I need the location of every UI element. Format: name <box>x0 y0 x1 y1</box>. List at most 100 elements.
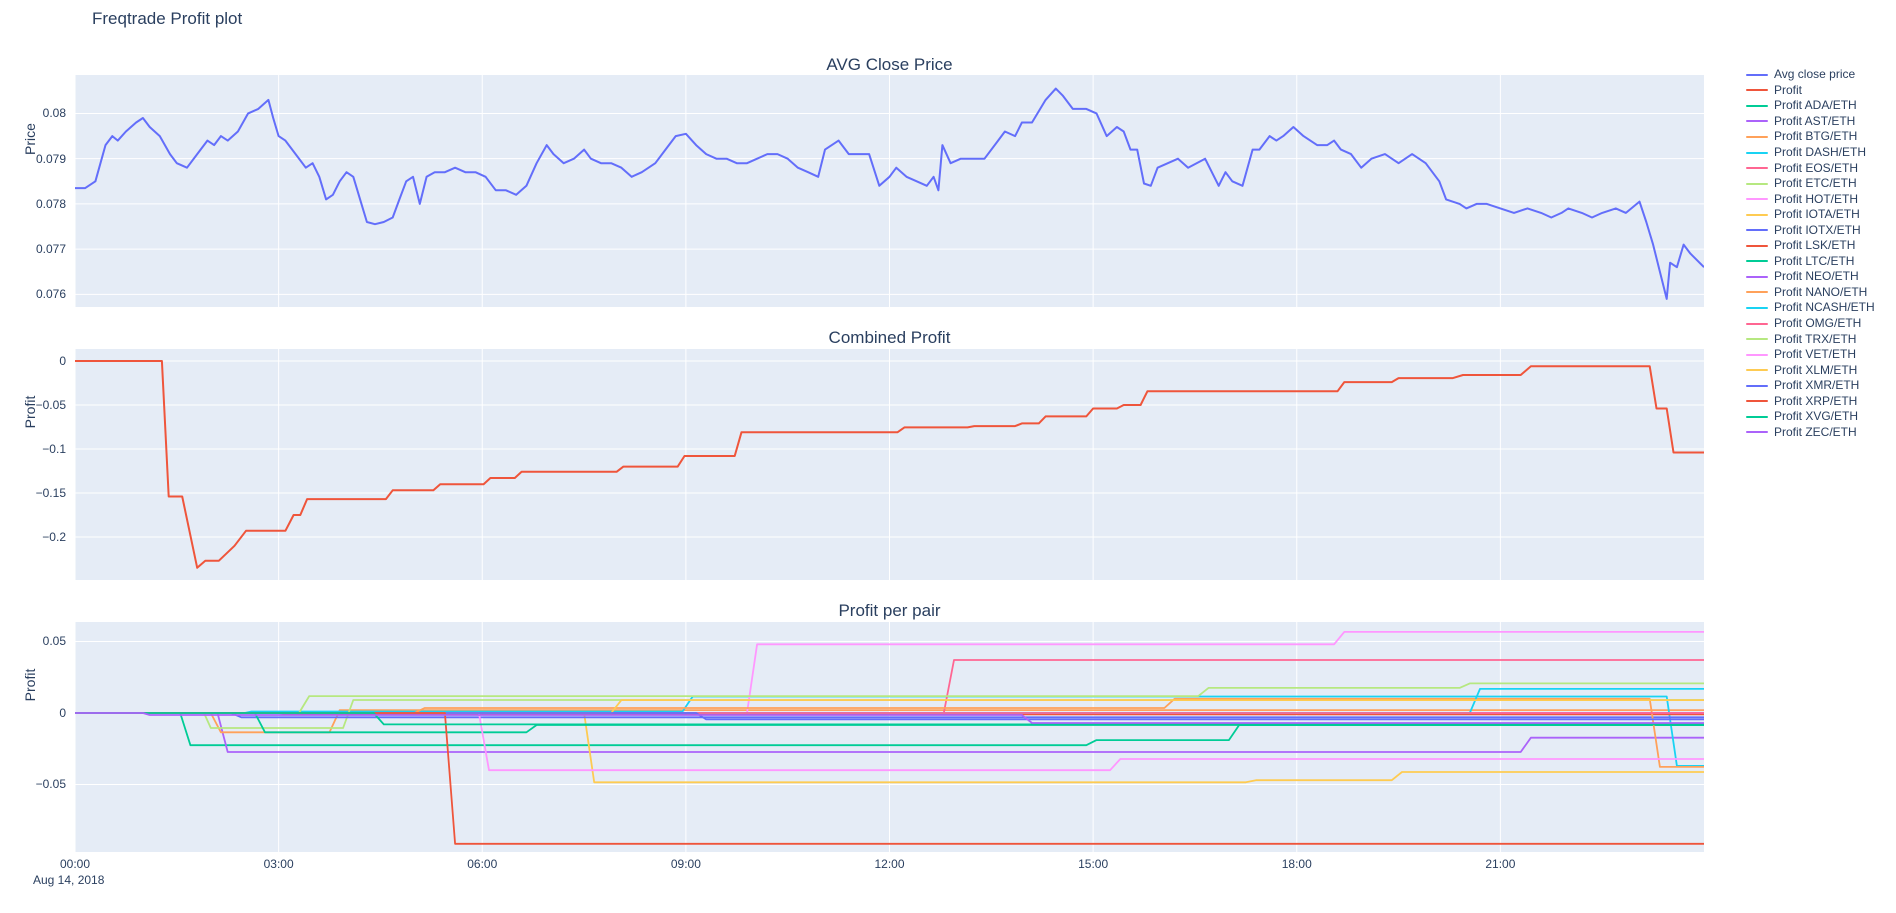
legend-item-profit-xvg-eth[interactable]: Profit XVG/ETH <box>1746 409 1875 425</box>
x-tick-label: 15:00 <box>1078 857 1109 871</box>
legend-item-label: Avg close price <box>1774 67 1856 82</box>
legend-item-profit-xrp-eth[interactable]: Profit XRP/ETH <box>1746 393 1875 409</box>
legend-item-label: Profit XLM/ETH <box>1774 362 1858 377</box>
profit-per-pair-plot[interactable] <box>75 622 1704 852</box>
legend-line-swatch-icon <box>1746 338 1768 341</box>
legend-item-profit-vet-eth[interactable]: Profit VET/ETH <box>1746 347 1875 363</box>
legend-item-profit-neo-eth[interactable]: Profit NEO/ETH <box>1746 269 1875 285</box>
profit-zec-eth-line[interactable] <box>75 712 1704 724</box>
legend-line-swatch-icon <box>1746 291 1768 294</box>
legend-item-profit-trx-eth[interactable]: Profit TRX/ETH <box>1746 331 1875 347</box>
legend-item-profit-omg-eth[interactable]: Profit OMG/ETH <box>1746 316 1875 332</box>
legend-item-label: Profit LTC/ETH <box>1774 253 1855 268</box>
legend-item-profit-etc-eth[interactable]: Profit ETC/ETH <box>1746 176 1875 192</box>
legend-item-label: Profit NEO/ETH <box>1774 269 1859 284</box>
legend-item-label: Profit XMR/ETH <box>1774 378 1860 393</box>
legend-item-label: Profit LSK/ETH <box>1774 238 1856 253</box>
y-axis-title-price: Price <box>22 123 38 155</box>
x-axis-date-label: Aug 14, 2018 <box>33 873 105 887</box>
x-tick-label: 21:00 <box>1485 857 1516 871</box>
legend-item-label: Profit AST/ETH <box>1774 113 1856 128</box>
legend-item-profit-ast-eth[interactable]: Profit AST/ETH <box>1746 114 1875 130</box>
legend-item-profit[interactable]: Profit <box>1746 83 1875 99</box>
subplot-title-avg-close-price: AVG Close Price <box>826 55 953 74</box>
x-tick-label: 00:00 <box>59 857 91 871</box>
legend-line-swatch-icon <box>1746 384 1768 387</box>
legend-item-avg-close-price[interactable]: Avg close price <box>1746 67 1875 83</box>
avg-close-price-plot[interactable] <box>75 75 1704 307</box>
legend-item-profit-eos-eth[interactable]: Profit EOS/ETH <box>1746 160 1875 176</box>
legend-item-label: Profit OMG/ETH <box>1774 316 1862 331</box>
y-tick-label: 0.05 <box>42 634 66 649</box>
legend-line-swatch-icon <box>1746 151 1768 154</box>
legend-item-profit-dash-eth[interactable]: Profit DASH/ETH <box>1746 145 1875 161</box>
legend-line-swatch-icon <box>1746 135 1768 138</box>
legend-item-profit-btg-eth[interactable]: Profit BTG/ETH <box>1746 129 1875 145</box>
profit-ada-eth-line[interactable] <box>75 712 1704 747</box>
y-tick-label: −0.15 <box>35 485 66 500</box>
legend-item-label: Profit ETC/ETH <box>1774 176 1857 191</box>
y-tick-label: 0.08 <box>42 106 66 121</box>
legend-item-label: Profit IOTA/ETH <box>1774 207 1860 222</box>
legend-item-profit-nano-eth[interactable]: Profit NANO/ETH <box>1746 285 1875 301</box>
x-tick-label: 06:00 <box>467 857 498 871</box>
profit-trx-eth-line[interactable] <box>75 682 1704 714</box>
legend-item-label: Profit NCASH/ETH <box>1774 300 1875 315</box>
legend-item-profit-lsk-eth[interactable]: Profit LSK/ETH <box>1746 238 1875 254</box>
legend-item-profit-xlm-eth[interactable]: Profit XLM/ETH <box>1746 362 1875 378</box>
subplot-title-combined-profit: Combined Profit <box>828 328 951 347</box>
legend-line-swatch-icon <box>1746 400 1768 403</box>
legend-line-swatch-icon <box>1746 104 1768 107</box>
legend-item-label: Profit VET/ETH <box>1774 347 1857 362</box>
legend-line-swatch-icon <box>1746 260 1768 263</box>
y-tick-label: 0 <box>59 705 66 720</box>
legend-item-profit-zec-eth[interactable]: Profit ZEC/ETH <box>1746 425 1875 441</box>
combined-profit-plot[interactable] <box>75 349 1704 580</box>
y-tick-label: −0.1 <box>42 441 66 456</box>
legend-line-swatch-icon <box>1746 322 1768 325</box>
y-tick-label: −0.05 <box>35 777 66 792</box>
legend-item-label: Profit HOT/ETH <box>1774 191 1859 206</box>
legend-line-swatch-icon <box>1746 431 1768 434</box>
legend-item-label: Profit ADA/ETH <box>1774 98 1857 113</box>
legend-item-label: Profit TRX/ETH <box>1774 331 1857 346</box>
page-title: Freqtrade Profit plot <box>92 9 243 28</box>
x-tick-label: 18:00 <box>1281 857 1312 871</box>
y-tick-label: 0.076 <box>35 287 66 302</box>
y-tick-label: 0 <box>59 353 66 368</box>
legend-line-swatch-icon <box>1746 73 1768 76</box>
legend-item-label: Profit IOTX/ETH <box>1774 222 1861 237</box>
x-tick-label: 03:00 <box>263 857 294 871</box>
legend-line-swatch-icon <box>1746 213 1768 216</box>
y-tick-label: −0.2 <box>42 529 66 544</box>
y-tick-label: 0.077 <box>35 242 66 257</box>
y-tick-label: −0.05 <box>35 397 66 412</box>
legend-item-profit-iotx-eth[interactable]: Profit IOTX/ETH <box>1746 222 1875 238</box>
legend-item-profit-iota-eth[interactable]: Profit IOTA/ETH <box>1746 207 1875 223</box>
legend-line-swatch-icon <box>1746 353 1768 356</box>
legend-item-label: Profit EOS/ETH <box>1774 160 1859 175</box>
avg-close-price-line[interactable] <box>75 87 1704 300</box>
legend-line-swatch-icon <box>1746 198 1768 201</box>
legend-item-label: Profit DASH/ETH <box>1774 145 1867 159</box>
legend-item-label: Profit NANO/ETH <box>1774 284 1868 299</box>
legend-line-swatch-icon <box>1746 120 1768 123</box>
legend-item-profit-hot-eth[interactable]: Profit HOT/ETH <box>1746 191 1875 207</box>
legend-item-profit-ltc-eth[interactable]: Profit LTC/ETH <box>1746 254 1875 270</box>
legend-line-swatch-icon <box>1746 369 1768 372</box>
y-tick-label: 0.079 <box>35 151 66 166</box>
profit-line[interactable] <box>75 360 1704 569</box>
legend-line-swatch-icon <box>1746 229 1768 232</box>
profit-xvg-eth-line[interactable] <box>75 712 1704 726</box>
legend-item-label: Profit XRP/ETH <box>1774 393 1858 408</box>
legend-line-swatch-icon <box>1746 89 1768 92</box>
legend-item-profit-ncash-eth[interactable]: Profit NCASH/ETH <box>1746 300 1875 316</box>
legend-line-swatch-icon <box>1746 244 1768 247</box>
legend-line-swatch-icon <box>1746 306 1768 309</box>
legend-line-swatch-icon <box>1746 415 1768 418</box>
legend-line-swatch-icon <box>1746 275 1768 278</box>
legend-item-profit-xmr-eth[interactable]: Profit XMR/ETH <box>1746 378 1875 394</box>
legend-line-swatch-icon <box>1746 167 1768 170</box>
legend-item-profit-ada-eth[interactable]: Profit ADA/ETH <box>1746 98 1875 114</box>
